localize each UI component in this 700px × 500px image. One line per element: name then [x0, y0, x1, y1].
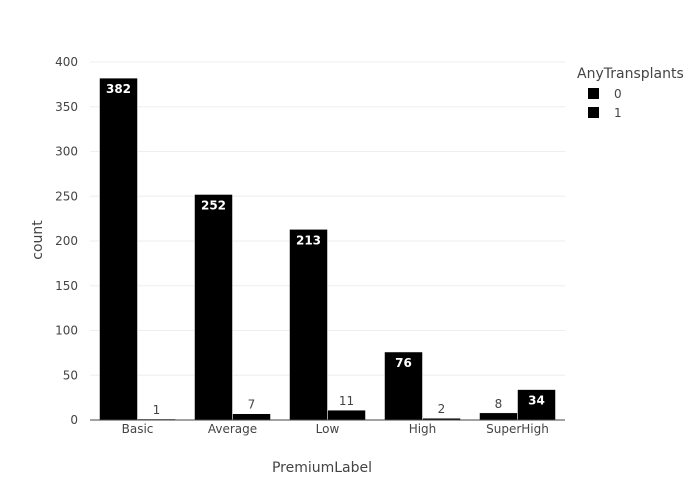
bar-value-label: 76: [395, 356, 412, 370]
bar-low-series-0[interactable]: [289, 229, 328, 421]
bar-superhigh-series-0[interactable]: [479, 412, 518, 421]
bar-low-series-1[interactable]: [327, 409, 366, 421]
legend[interactable]: AnyTransplants 0 1: [577, 66, 684, 120]
x-tick-labels: Basic Average Low High SuperHigh: [122, 422, 549, 436]
y-tick-labels: 0 50 100 150 200 250 300 350 400: [55, 55, 78, 427]
y-tick-label: 200: [55, 234, 78, 248]
bar-value-label: 8: [495, 397, 503, 411]
bars: 382 1 252 7 213 11 76 2 8 34: [99, 77, 556, 421]
legend-label[interactable]: 1: [614, 106, 622, 120]
x-tick-label: SuperHigh: [486, 422, 549, 436]
bar-value-label: 34: [528, 394, 545, 408]
y-tick-label: 250: [55, 189, 78, 203]
y-tick-label: 100: [55, 324, 78, 338]
x-tick-label: Average: [208, 422, 257, 436]
legend-swatch[interactable]: [588, 88, 599, 99]
x-tick-label: Low: [316, 422, 340, 436]
y-tick-label: 150: [55, 279, 78, 293]
x-tick-label: High: [409, 422, 437, 436]
bar-value-label: 2: [438, 402, 446, 416]
y-axis-title: count: [30, 220, 46, 260]
y-tick-label: 300: [55, 145, 78, 159]
legend-title: AnyTransplants: [577, 66, 684, 82]
legend-label[interactable]: 0: [614, 87, 622, 101]
bar-value-label: 11: [339, 394, 354, 408]
y-tick-label: 0: [70, 413, 78, 427]
y-tick-label: 400: [55, 55, 78, 69]
bar-basic-series-0[interactable]: [99, 77, 138, 421]
legend-swatch[interactable]: [588, 107, 599, 118]
x-axis-title: PremiumLabel: [272, 460, 372, 476]
bar-average-series-1[interactable]: [232, 413, 271, 421]
bar-value-label: 382: [106, 82, 131, 96]
y-tick-label: 50: [63, 368, 78, 382]
bar-superhigh-series-1[interactable]: [517, 389, 556, 421]
x-tick-label: Basic: [122, 422, 154, 436]
y-tick-label: 350: [55, 100, 78, 114]
bar-value-label: 213: [296, 233, 321, 247]
bar-average-series-0[interactable]: [194, 194, 233, 421]
bar-value-label: 252: [201, 198, 226, 212]
bar-value-label: 7: [248, 398, 256, 412]
bar-value-label: 1: [153, 403, 161, 417]
